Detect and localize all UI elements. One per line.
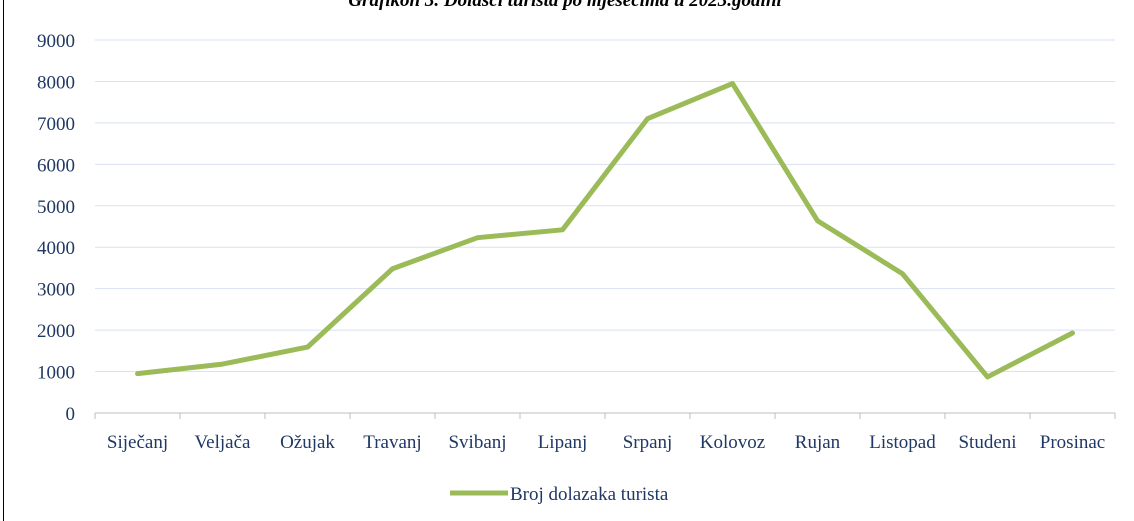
y-tick-label: 7000 bbox=[37, 114, 75, 135]
x-tick-label: Srpanj bbox=[623, 432, 673, 453]
x-tick-label: Veljača bbox=[195, 432, 251, 453]
legend-label: Broj dolazaka turista bbox=[510, 484, 669, 505]
y-tick-label: 8000 bbox=[37, 72, 75, 93]
x-tick-label: Ožujak bbox=[280, 432, 335, 453]
x-tick-label: Studeni bbox=[958, 432, 1016, 453]
x-tick-label: Svibanj bbox=[448, 432, 506, 453]
y-tick-label: 4000 bbox=[37, 238, 75, 259]
y-tick-label: 1000 bbox=[37, 363, 75, 384]
y-tick-label: 9000 bbox=[37, 31, 75, 52]
x-tick-label: Lipanj bbox=[538, 432, 588, 453]
x-tick-label: Siječanj bbox=[107, 432, 168, 453]
x-tick-label: Kolovoz bbox=[700, 432, 765, 453]
chart-title: Grafikon 3. Dolasci turista po mjesecima… bbox=[348, 0, 782, 11]
chart-frame bbox=[3, 0, 4, 521]
y-tick-label: 3000 bbox=[37, 280, 75, 301]
x-tick-label: Listopad bbox=[869, 432, 936, 453]
y-tick-label: 6000 bbox=[37, 155, 75, 176]
y-tick-label: 5000 bbox=[37, 197, 75, 218]
y-tick-label: 0 bbox=[66, 404, 76, 425]
y-tick-label: 2000 bbox=[37, 321, 75, 342]
x-tick-label: Prosinac bbox=[1040, 432, 1105, 453]
data-line bbox=[135, 81, 1075, 380]
x-tick-label: Travanj bbox=[363, 432, 421, 453]
x-tick-label: Rujan bbox=[795, 432, 841, 453]
